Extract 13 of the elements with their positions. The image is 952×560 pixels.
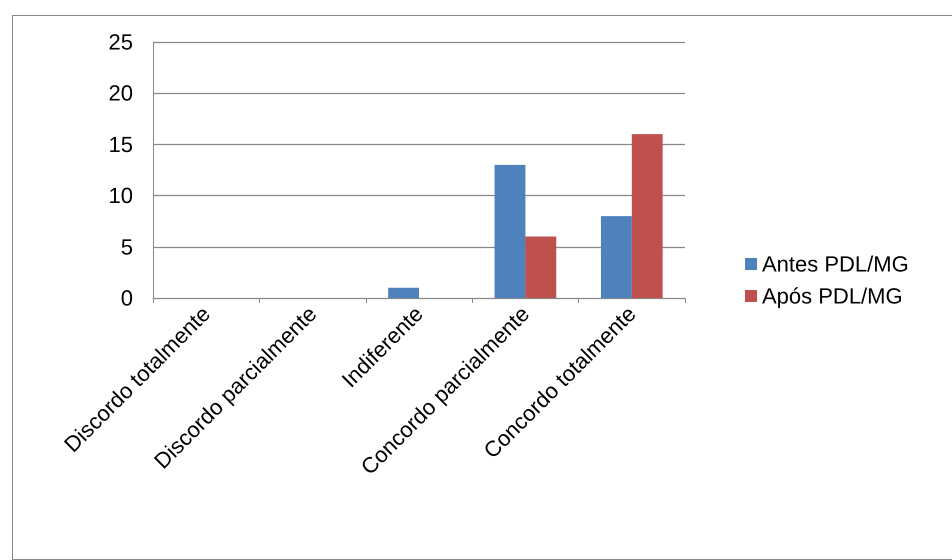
y-tick-label: 20 [108,80,133,106]
bar [525,236,556,298]
y-tick-label: 15 [108,132,133,157]
y-tick-label: 25 [108,30,133,54]
legend-label: Antes PDL/MG [762,252,909,276]
y-tick-label: 5 [120,234,133,260]
bar [632,134,663,298]
bar [494,164,526,298]
y-tick-label: 10 [108,183,133,208]
legend-label: Após PDL/MG [762,284,903,308]
y-tick-label: 0 [120,286,133,310]
bar [600,216,632,298]
bar [388,288,419,298]
